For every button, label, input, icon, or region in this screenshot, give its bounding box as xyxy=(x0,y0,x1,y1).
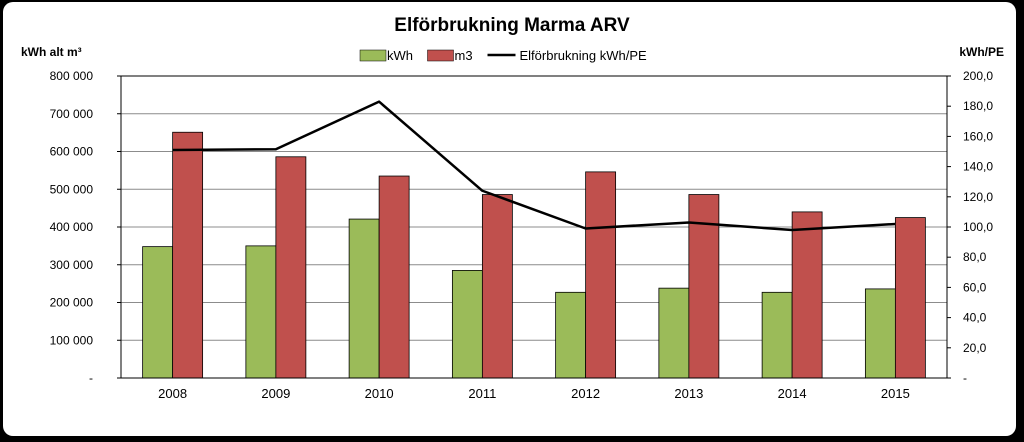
bar-kwh-2010 xyxy=(348,218,380,379)
bar-m3-2015 xyxy=(894,217,926,379)
right-tick-label: 140,0 xyxy=(963,160,993,174)
chart-card: Elförbrukning Marma ARV kWh alt m³ kWh/P… xyxy=(3,2,1016,436)
bar-m3-2008 xyxy=(172,131,204,379)
plot-area: - 100 000 200 000 300 000 400 000 500 000 600 … xyxy=(50,69,994,401)
line-series-kwh-per-pe xyxy=(172,100,896,232)
x-tick-label: 2010 xyxy=(365,386,394,401)
bar-m3-2010 xyxy=(378,175,410,379)
legend-swatch-m3 xyxy=(427,49,454,62)
bar-kwh-2014 xyxy=(761,291,793,379)
x-tick-label: 2014 xyxy=(778,386,807,401)
bar-m3-2009 xyxy=(275,156,307,379)
right-tick-label: 180,0 xyxy=(963,99,993,113)
bar-m3-2011 xyxy=(481,194,513,379)
left-tick-label: 700 000 xyxy=(50,107,94,121)
right-tick-label: 20,0 xyxy=(963,341,987,355)
bar-m3-2012 xyxy=(585,171,617,379)
right-tick-label: 200,0 xyxy=(963,69,993,83)
x-tick-label: 2008 xyxy=(158,386,187,401)
left-tick-label: 600 000 xyxy=(50,145,94,159)
legend-swatch-kwh xyxy=(359,49,387,62)
left-tick-label: 200 000 xyxy=(50,296,94,310)
left-tick-label: 400 000 xyxy=(50,220,94,234)
legend-label: m3 xyxy=(455,48,473,63)
plot-border xyxy=(120,75,948,379)
x-tick-label: 2012 xyxy=(571,386,600,401)
bar-kwh-2013 xyxy=(658,287,690,379)
legend: kWh m3 Elförbrukning kWh/PE xyxy=(359,48,647,63)
chart-title: Elförbrukning Marma ARV xyxy=(394,15,630,36)
legend-label: kWh xyxy=(387,48,413,63)
right-tick-label: 100,0 xyxy=(963,220,993,234)
right-tick-label: 80,0 xyxy=(963,250,987,264)
left-tick-label: 800 000 xyxy=(50,69,94,83)
left-axis-label: kWh alt m³ xyxy=(21,45,82,59)
left-tick-label: 500 000 xyxy=(50,182,94,196)
chart-svg: Elförbrukning Marma ARV kWh alt m³ kWh/P… xyxy=(21,15,1004,401)
bar-kwh-2015 xyxy=(864,288,896,379)
bar-kwh-2008 xyxy=(142,246,174,379)
x-tick-label: 2011 xyxy=(468,386,496,401)
bar-kwh-2012 xyxy=(555,291,587,379)
x-tick-label: 2013 xyxy=(674,386,703,401)
left-tick-label: 300 000 xyxy=(50,258,94,272)
right-tick-label: 40,0 xyxy=(963,311,987,325)
right-tick-label: 60,0 xyxy=(963,280,987,294)
right-tick-label: - xyxy=(963,371,967,385)
right-tick-label: 120,0 xyxy=(963,190,993,204)
legend-label: Elförbrukning kWh/PE xyxy=(520,48,647,63)
left-tick-label: 100 000 xyxy=(50,333,94,347)
bar-kwh-2009 xyxy=(245,245,277,379)
bar-m3-2014 xyxy=(791,211,823,379)
right-axis-label: kWh/PE xyxy=(959,45,1004,59)
x-tick-label: 2009 xyxy=(261,386,290,401)
x-tick-label: 2015 xyxy=(881,386,910,401)
left-tick-label: - xyxy=(89,371,93,385)
bar-kwh-2011 xyxy=(451,270,483,379)
right-tick-label: 160,0 xyxy=(963,129,993,143)
